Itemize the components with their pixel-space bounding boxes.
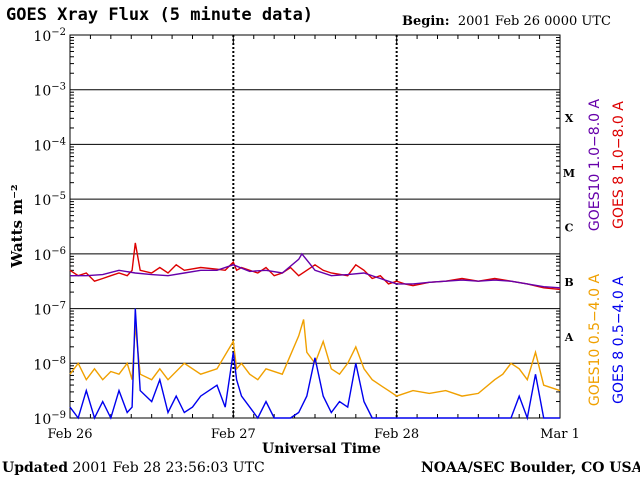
y-tick-label: 10−7 — [33, 301, 66, 319]
y-tick-label: 10−6 — [33, 246, 66, 264]
series-line — [69, 242, 561, 291]
y-tick-label: 10−3 — [33, 82, 66, 100]
flare-class-label: M — [563, 167, 575, 180]
legend-entry: GOES10 0.5−4.0 A — [587, 274, 603, 407]
flare-class-label: X — [565, 112, 574, 125]
x-axis-label: Universal Time — [262, 441, 381, 457]
x-tick-label: Mar 1 — [540, 427, 580, 442]
series-line — [69, 308, 560, 421]
series-line — [70, 252, 561, 289]
data-source: NOAA/SEC Boulder, CO USA — [421, 460, 640, 476]
y-tick-label: 10−4 — [33, 136, 66, 154]
y-axis-label: Watts m⁻² — [8, 184, 26, 268]
x-tick-label: Feb 26 — [48, 427, 93, 442]
begin-time: Begin: 2001 Feb 26 0000 UTC — [402, 14, 611, 29]
flare-class-label: B — [564, 276, 573, 289]
updated-label: Updated — [2, 460, 69, 476]
chart-title: GOES Xray Flux (5 minute data) — [6, 5, 314, 25]
flare-class-label: C — [565, 222, 574, 235]
legend-entry: GOES 8 1.0−8.0 A — [611, 101, 627, 229]
x-tick-label: Feb 28 — [374, 427, 419, 442]
flare-class-label: A — [564, 331, 574, 344]
updated-time: Updated 2001 Feb 28 23:56:03 UTC — [2, 460, 265, 476]
y-tick-label: 10−2 — [33, 27, 66, 45]
begin-label: Begin: — [402, 14, 450, 29]
begin-value: 2001 Feb 26 0000 UTC — [457, 14, 611, 29]
y-tick-label: 10−8 — [33, 355, 66, 373]
y-tick-label: 10−9 — [33, 410, 66, 428]
legend-entry: GOES 8 0.5−4.0 A — [611, 276, 627, 404]
y-tick-label: 10−5 — [33, 191, 66, 209]
legend-entry: GOES10 1.0−8.0 A — [587, 99, 603, 232]
updated-value: 2001 Feb 28 23:56:03 UTC — [72, 460, 265, 476]
x-tick-label: Feb 27 — [211, 427, 256, 442]
